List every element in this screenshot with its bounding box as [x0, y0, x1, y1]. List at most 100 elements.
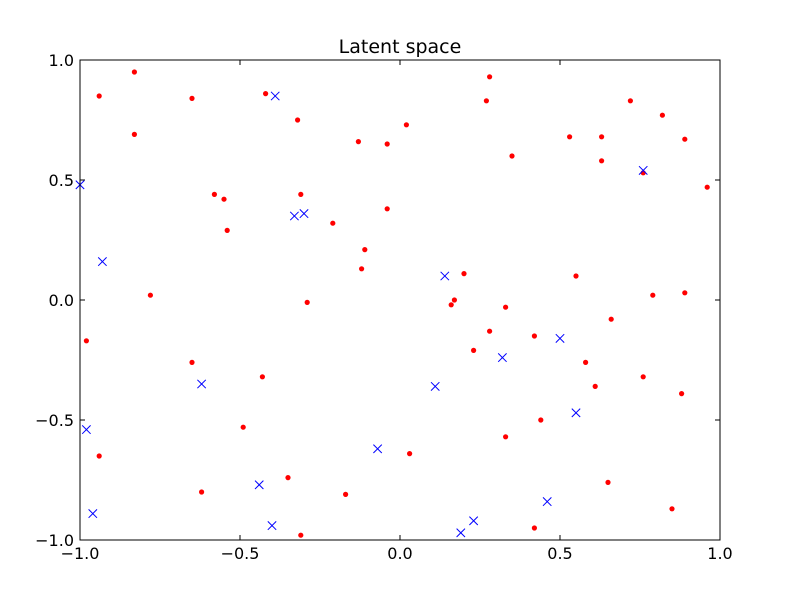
data-point-dot	[599, 158, 605, 164]
data-point-x	[542, 497, 552, 507]
data-point-x-stroke	[430, 381, 440, 391]
data-point-dot	[259, 374, 265, 380]
data-point-dot	[599, 134, 605, 140]
data-point-dot	[483, 98, 489, 104]
data-point-dot	[263, 91, 269, 97]
data-point-dot	[403, 122, 409, 128]
data-point-x-stroke	[254, 480, 264, 490]
x-tick-label: 0.5	[547, 544, 572, 563]
data-point-x	[97, 257, 107, 267]
data-point-dot	[298, 191, 304, 197]
data-point-x-stroke	[270, 91, 280, 101]
data-point-x-stroke	[469, 516, 479, 526]
data-point-dot	[211, 191, 217, 197]
data-point-dot	[471, 347, 477, 353]
data-point-dot	[583, 359, 589, 365]
data-point-dot	[189, 95, 195, 101]
data-point-dot	[221, 196, 227, 202]
data-point-x-stroke	[571, 408, 581, 418]
data-point-x-stroke	[542, 497, 552, 507]
data-point-x	[289, 211, 299, 221]
data-point-x	[299, 209, 309, 219]
data-point-dot	[384, 206, 390, 212]
data-point-dot	[679, 391, 685, 397]
y-tick-label: 1.0	[49, 51, 74, 70]
data-point-dot	[224, 227, 230, 233]
data-point-dot	[407, 451, 413, 457]
data-point-dot	[573, 273, 579, 279]
data-point-x-stroke	[497, 353, 507, 363]
data-point-x	[497, 353, 507, 363]
data-point-x-stroke	[81, 425, 91, 435]
data-point-x-stroke	[373, 444, 383, 454]
data-point-dot	[682, 136, 688, 142]
data-point-x	[440, 271, 450, 281]
data-point-dot	[608, 316, 614, 322]
x-tick-label: −1.0	[61, 544, 100, 563]
data-point-x	[571, 408, 581, 418]
data-point-dot	[298, 532, 304, 538]
data-point-x	[270, 91, 280, 101]
data-point-x-stroke	[97, 257, 107, 267]
data-point-x-stroke	[267, 521, 277, 531]
data-point-dot	[487, 328, 493, 334]
y-tick-label: −0.5	[35, 411, 74, 430]
data-point-dot	[538, 417, 544, 423]
y-tick-label: 0.0	[49, 291, 74, 310]
data-point-dot	[531, 333, 538, 339]
plot-layer	[75, 69, 710, 538]
data-point-x	[373, 444, 383, 454]
data-point-dot	[531, 525, 538, 531]
data-point-dot	[640, 374, 646, 380]
data-point-x	[430, 381, 440, 391]
data-point-dot	[362, 247, 368, 253]
data-point-dot	[83, 338, 89, 344]
data-point-dot	[343, 491, 349, 497]
data-point-dot	[503, 434, 509, 440]
data-point-dot	[96, 453, 102, 459]
data-point-dot	[355, 139, 361, 145]
data-point-dot	[461, 271, 467, 277]
data-point-dot	[567, 134, 573, 140]
data-point-x	[81, 425, 91, 435]
data-point-dot	[189, 359, 195, 365]
data-point-dot	[605, 479, 611, 485]
data-point-x	[197, 379, 207, 389]
data-point-dot	[295, 117, 301, 123]
data-point-x	[638, 165, 648, 175]
y-tick-label: −1.0	[35, 531, 74, 550]
data-point-x-stroke	[299, 209, 309, 219]
data-point-dot	[304, 299, 310, 305]
data-point-dot	[359, 266, 365, 272]
data-point-dot	[451, 297, 457, 303]
data-point-dot	[682, 290, 688, 296]
data-point-x	[254, 480, 264, 490]
data-point-x	[267, 521, 277, 531]
x-tick-label: 1.0	[707, 544, 732, 563]
data-point-dot	[509, 153, 515, 159]
data-point-x-stroke	[638, 165, 648, 175]
data-point-dot	[448, 302, 454, 308]
data-point-dot	[669, 506, 675, 512]
data-point-dot	[330, 220, 336, 226]
x-tick-label: −0.5	[221, 544, 260, 563]
data-point-x	[456, 528, 466, 538]
data-point-dot	[285, 475, 291, 481]
data-point-x	[469, 516, 479, 526]
data-point-dot	[131, 69, 137, 75]
data-point-dot	[704, 184, 710, 190]
data-point-dot	[592, 383, 598, 389]
data-point-x-stroke	[456, 528, 466, 538]
axis-layer: −1.0 −0.5 0.0 0.5 1.0 −1.0 −0.5 0.0 0.5 1.0	[35, 51, 733, 563]
plot-frame	[79, 59, 721, 541]
y-tick-label: 0.5	[49, 171, 74, 190]
data-point-dot	[503, 304, 509, 310]
data-point-dot	[627, 98, 634, 104]
data-point-x	[88, 509, 98, 519]
data-point-dot	[487, 74, 493, 80]
x-tick-label: 0.0	[387, 544, 412, 563]
data-point-dot	[659, 112, 666, 118]
data-point-dot	[96, 93, 102, 99]
data-point-dot	[147, 292, 153, 298]
